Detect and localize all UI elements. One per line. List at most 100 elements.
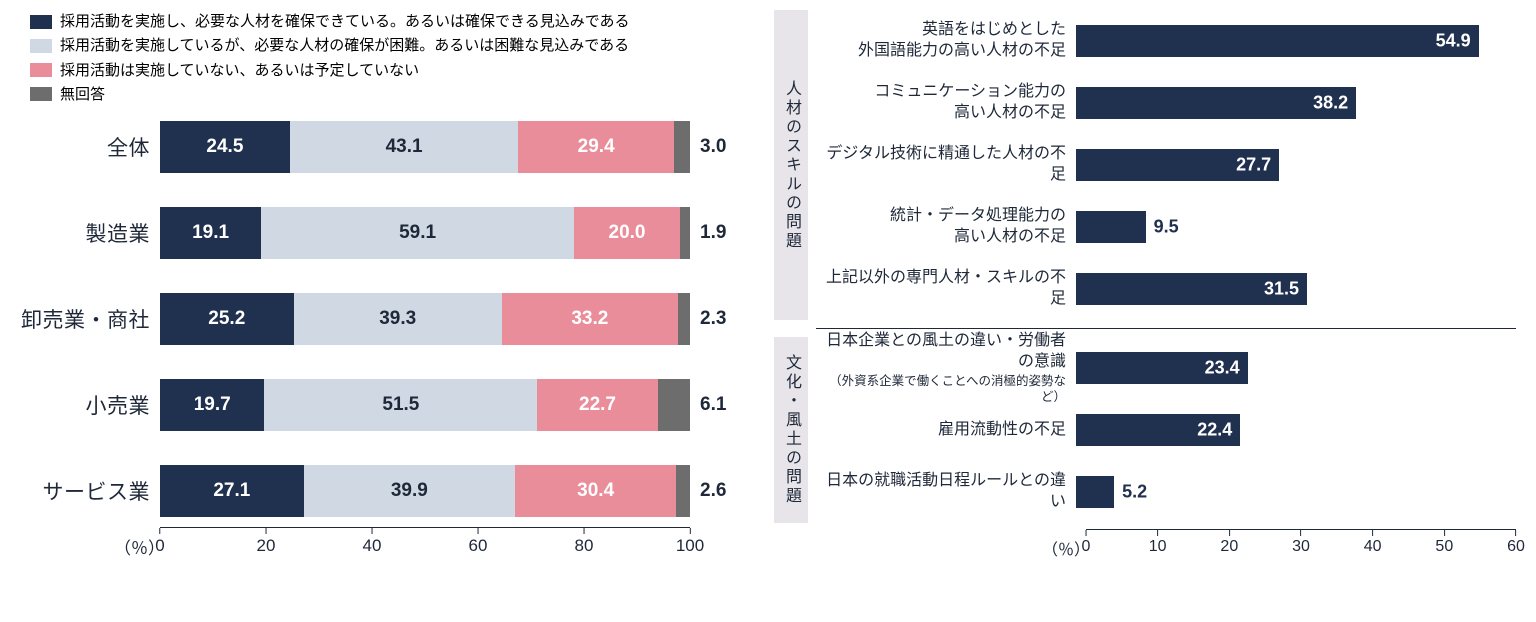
bar-value: 31.5: [1264, 279, 1299, 300]
bar-value: 23.4: [1205, 358, 1240, 379]
stacked-segment: 33.2: [502, 293, 678, 345]
x-tick: 40: [1364, 530, 1382, 556]
stacked-segment: 29.4: [518, 121, 674, 173]
x-tick-label: 10: [1149, 538, 1167, 556]
right-chart-body: 英語をはじめとした外国語能力の高い人材の不足54.9コミュニケーション能力の高い…: [816, 10, 1516, 612]
x-tick-label: 60: [469, 536, 488, 556]
stacked-bar: 19.751.522.7: [160, 379, 690, 431]
bar-label: コミュニケーション能力の高い人材の不足: [816, 82, 1076, 124]
bar-label: 雇用流動性の不足: [816, 420, 1076, 441]
stacked-segment: [674, 121, 690, 173]
stacked-segment: 51.5: [264, 379, 537, 431]
segment-value-outside: 6.1: [700, 394, 726, 416]
stacked-segment: 39.3: [294, 293, 502, 345]
legend-label: 採用活動を実施し、必要な人材を確保できている。あるいは確保できる見込みである: [60, 10, 630, 33]
stacked-segment: 39.9: [304, 465, 515, 517]
x-tick-label: 20: [257, 536, 276, 556]
x-tick: 20: [257, 528, 276, 556]
stacked-bar: 27.139.930.4: [160, 465, 690, 517]
stacked-bar-area: 全体24.543.129.43.0製造業19.159.120.01.9卸売業・商…: [20, 115, 760, 612]
stacked-segment: [678, 293, 690, 345]
stacked-segment: 20.0: [574, 207, 680, 259]
bar-track: 31.5: [1076, 273, 1516, 305]
x-tick: 50: [1435, 530, 1453, 556]
bar-label: 上記以外の専門人材・スキルの不足: [816, 268, 1076, 310]
x-tick: 20: [1220, 530, 1238, 556]
bar-row: 日本企業との風土の違い・労働者の意識（外資系企業で働くことへの消極的姿勢など）2…: [816, 337, 1516, 399]
stacked-segment: 19.7: [160, 379, 264, 431]
left-stacked-bar-chart: 採用活動を実施し、必要な人材を確保できている。あるいは確保できる見込みである採用…: [20, 10, 760, 612]
bar-track: 22.4: [1076, 414, 1516, 446]
bar-group: 日本企業との風土の違い・労働者の意識（外資系企業で働くことへの消極的姿勢など）2…: [816, 337, 1516, 523]
x-tick-label: 60: [1507, 538, 1525, 556]
vertical-tab: 人材のスキルの問題: [774, 10, 808, 320]
legend-item: 採用活動は実施していない、あるいは予定していない: [30, 59, 760, 82]
bar-row: 日本の就職活動日程ルールとの違い 5.2: [816, 461, 1516, 523]
bar-row: デジタル技術に精通した人材の不足27.7: [816, 134, 1516, 196]
bar-label: 日本の就職活動日程ルールとの違い: [816, 471, 1076, 513]
x-tick-label: 20: [1220, 538, 1238, 556]
bar-value: 27.7: [1236, 155, 1271, 176]
x-tick-label: 80: [575, 536, 594, 556]
x-tick: 0: [1082, 530, 1091, 556]
bar-track: 38.2: [1076, 87, 1516, 119]
x-tick: 30: [1292, 530, 1310, 556]
category-label: 製造業: [86, 218, 151, 248]
bar-fill: [1076, 25, 1479, 57]
stacked-segment: [680, 207, 690, 259]
bar-label: 統計・データ処理能力の高い人材の不足: [816, 206, 1076, 248]
bar-track: 27.7: [1076, 149, 1516, 181]
x-tick: 100: [676, 528, 704, 556]
bar-row: コミュニケーション能力の高い人材の不足 38.2: [816, 72, 1516, 134]
segment-value-outside: 3.0: [700, 136, 726, 158]
right-horizontal-bar-chart: 人材のスキルの問題文化・風土の問題 英語をはじめとした外国語能力の高い人材の不足…: [760, 10, 1516, 612]
segment-value-outside: 1.9: [700, 222, 726, 244]
bar-value: 38.2: [1313, 93, 1348, 114]
legend-swatch: [30, 63, 52, 77]
bar-track: 54.9: [1076, 25, 1516, 57]
stacked-segment: 59.1: [261, 207, 574, 259]
legend-swatch: [30, 39, 52, 53]
stacked-bar: 25.239.333.2: [160, 293, 690, 345]
legend: 採用活動を実施し、必要な人材を確保できている。あるいは確保できる見込みである採用…: [30, 10, 760, 107]
bar-value: 22.4: [1197, 420, 1232, 441]
legend-label: 採用活動は実施していない、あるいは予定していない: [60, 59, 419, 82]
bar-group: 英語をはじめとした外国語能力の高い人材の不足54.9コミュニケーション能力の高い…: [816, 10, 1516, 320]
category-label: サービス業: [43, 476, 151, 506]
legend-label: 採用活動を実施しているが、必要な人材の確保が困難。あるいは困難な見込みである: [60, 34, 629, 57]
legend-label: 無回答: [60, 83, 105, 106]
bar-track: 23.4: [1076, 352, 1516, 384]
bar-fill: [1076, 476, 1114, 508]
legend-swatch: [30, 15, 52, 29]
category-label: 全体: [107, 132, 150, 162]
x-tick-label: 40: [1364, 538, 1382, 556]
bar-row: 上記以外の専門人材・スキルの不足 31.5: [816, 258, 1516, 320]
stacked-segment: 27.1: [160, 465, 304, 517]
bar-row: 統計・データ処理能力の高い人材の不足 9.5: [816, 196, 1516, 258]
bar-value: 9.5: [1154, 217, 1179, 238]
category-label: 卸売業・商社: [21, 304, 150, 334]
stacked-bar-row: 卸売業・商社25.239.333.22.3: [160, 293, 690, 345]
stacked-bar: 19.159.120.0: [160, 207, 690, 259]
x-tick-label: 40: [363, 536, 382, 556]
bar-track: 5.2: [1076, 476, 1516, 508]
stacked-segment: 43.1: [290, 121, 518, 173]
stacked-segment: 30.4: [515, 465, 676, 517]
x-tick-label: 50: [1435, 538, 1453, 556]
stacked-bar-row: 製造業19.159.120.01.9: [160, 207, 690, 259]
group-divider: [816, 328, 1516, 329]
x-axis: （％） 020406080100: [160, 527, 690, 561]
x-tick: 80: [575, 528, 594, 556]
bar-value: 5.2: [1122, 482, 1147, 503]
stacked-segment: 25.2: [160, 293, 294, 345]
segment-value-outside: 2.3: [700, 308, 726, 330]
x-tick-label: 100: [676, 536, 704, 556]
category-label: 小売業: [86, 390, 151, 420]
stacked-segment: 19.1: [160, 207, 261, 259]
bar-fill: [1076, 211, 1146, 243]
x-tick-label: 0: [1082, 538, 1091, 556]
x-tick-label: 0: [155, 536, 164, 556]
stacked-segment: 24.5: [160, 121, 290, 173]
x-axis: （％）0102030405060: [1086, 529, 1516, 563]
stacked-segment: [658, 379, 690, 431]
